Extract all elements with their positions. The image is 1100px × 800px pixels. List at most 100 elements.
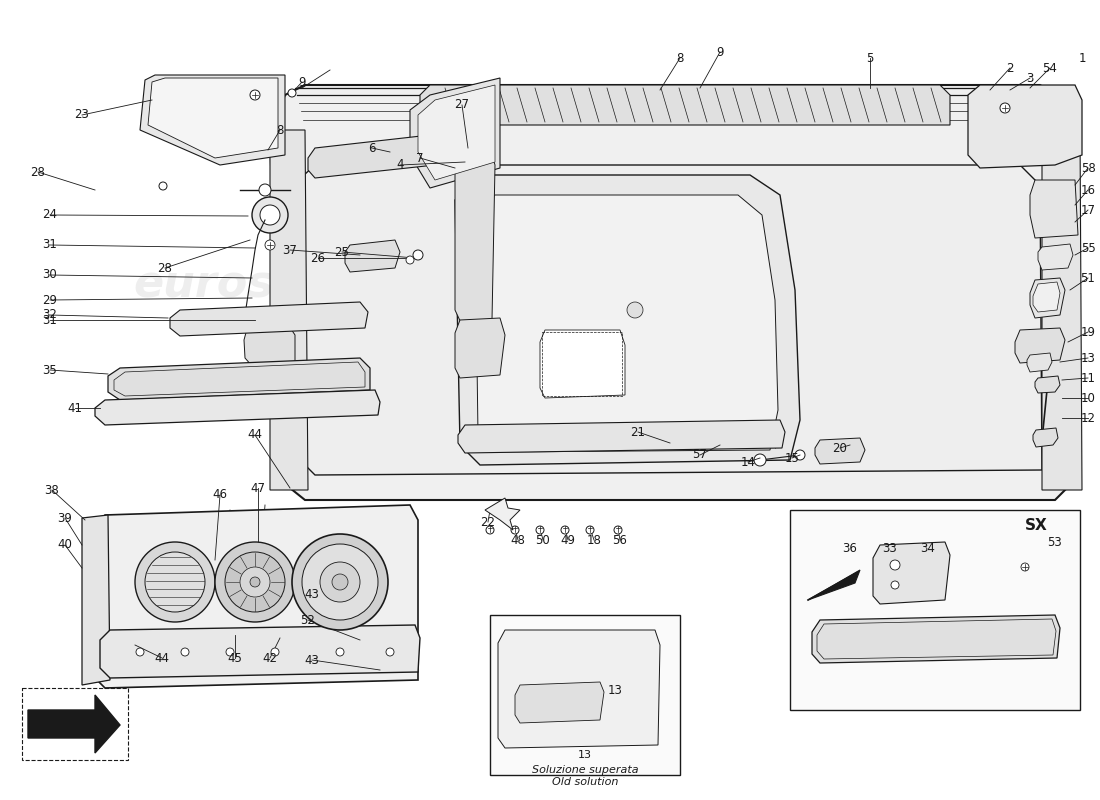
Text: 20: 20 xyxy=(833,442,847,454)
Polygon shape xyxy=(140,75,285,165)
Text: 13: 13 xyxy=(578,750,592,760)
Circle shape xyxy=(252,197,288,233)
Circle shape xyxy=(135,542,214,622)
Polygon shape xyxy=(808,570,860,600)
Text: 8: 8 xyxy=(276,123,284,137)
Circle shape xyxy=(336,648,344,656)
Polygon shape xyxy=(28,695,120,753)
Circle shape xyxy=(214,542,295,622)
Text: 21: 21 xyxy=(630,426,646,438)
Circle shape xyxy=(1021,563,1028,571)
Polygon shape xyxy=(475,195,778,452)
Polygon shape xyxy=(244,320,295,375)
Text: 39: 39 xyxy=(57,511,73,525)
Polygon shape xyxy=(455,148,495,325)
Text: 19: 19 xyxy=(1080,326,1096,338)
Polygon shape xyxy=(812,615,1060,663)
Polygon shape xyxy=(455,175,800,465)
Text: 58: 58 xyxy=(1080,162,1096,174)
Text: 23: 23 xyxy=(75,109,89,122)
Circle shape xyxy=(226,648,234,656)
Polygon shape xyxy=(100,625,420,678)
Circle shape xyxy=(406,256,414,264)
Circle shape xyxy=(486,526,494,534)
Text: 43: 43 xyxy=(305,654,319,666)
Polygon shape xyxy=(1027,353,1052,372)
Text: 27: 27 xyxy=(454,98,470,111)
Text: 9: 9 xyxy=(298,75,306,89)
Polygon shape xyxy=(410,78,500,188)
Polygon shape xyxy=(1015,328,1065,363)
Text: 50: 50 xyxy=(536,534,550,546)
Text: 13: 13 xyxy=(607,683,623,697)
Text: 38: 38 xyxy=(45,483,59,497)
Text: 46: 46 xyxy=(212,489,228,502)
Circle shape xyxy=(536,526,544,534)
Circle shape xyxy=(627,302,644,318)
Text: 55: 55 xyxy=(1080,242,1096,254)
Polygon shape xyxy=(455,318,505,378)
Text: 15: 15 xyxy=(784,451,800,465)
Circle shape xyxy=(332,574,348,590)
Text: eurospo: eurospo xyxy=(525,409,715,451)
Polygon shape xyxy=(1033,282,1060,312)
Polygon shape xyxy=(1030,278,1065,318)
Text: 5: 5 xyxy=(867,51,873,65)
Circle shape xyxy=(412,250,424,260)
Text: 57: 57 xyxy=(693,449,707,462)
Text: eurospo: eurospo xyxy=(617,203,782,237)
Text: 30: 30 xyxy=(43,269,57,282)
Text: 16: 16 xyxy=(1080,183,1096,197)
Circle shape xyxy=(561,526,569,534)
Circle shape xyxy=(512,526,519,534)
Text: 52: 52 xyxy=(300,614,316,626)
Polygon shape xyxy=(82,515,110,685)
Text: 31: 31 xyxy=(43,314,57,326)
Polygon shape xyxy=(270,85,1075,500)
Text: Old solution: Old solution xyxy=(552,777,618,787)
Text: Soluzione superata: Soluzione superata xyxy=(531,765,638,775)
Text: 53: 53 xyxy=(1047,535,1063,549)
Text: 33: 33 xyxy=(882,542,898,554)
Polygon shape xyxy=(790,510,1080,710)
Text: 35: 35 xyxy=(43,363,57,377)
Polygon shape xyxy=(815,438,865,464)
Text: 44: 44 xyxy=(154,651,169,665)
Text: 24: 24 xyxy=(43,209,57,222)
Polygon shape xyxy=(170,302,368,336)
Polygon shape xyxy=(95,505,418,688)
Polygon shape xyxy=(418,85,495,180)
Circle shape xyxy=(271,648,279,656)
Text: 41: 41 xyxy=(67,402,82,414)
Circle shape xyxy=(145,552,205,612)
Text: 31: 31 xyxy=(43,238,57,251)
Text: 56: 56 xyxy=(613,534,627,546)
Text: 28: 28 xyxy=(157,262,173,274)
Text: 29: 29 xyxy=(43,294,57,306)
Circle shape xyxy=(890,560,900,570)
Polygon shape xyxy=(1042,130,1082,490)
Text: 11: 11 xyxy=(1080,371,1096,385)
Text: 3: 3 xyxy=(1026,71,1034,85)
Text: 2: 2 xyxy=(1006,62,1014,74)
Circle shape xyxy=(265,240,275,250)
Text: SX: SX xyxy=(1025,518,1048,533)
Text: 10: 10 xyxy=(1080,391,1096,405)
Polygon shape xyxy=(308,135,435,178)
Polygon shape xyxy=(1030,180,1078,238)
Circle shape xyxy=(250,577,260,587)
Circle shape xyxy=(292,534,388,630)
Polygon shape xyxy=(515,682,604,723)
Polygon shape xyxy=(1035,376,1060,393)
Text: 45: 45 xyxy=(228,651,242,665)
Text: 1: 1 xyxy=(1078,51,1086,65)
Text: 51: 51 xyxy=(1080,271,1096,285)
Text: 12: 12 xyxy=(1080,411,1096,425)
Text: 36: 36 xyxy=(843,542,857,554)
Text: 54: 54 xyxy=(1043,62,1057,74)
Text: 34: 34 xyxy=(921,542,935,554)
Circle shape xyxy=(160,182,167,190)
Text: 43: 43 xyxy=(305,589,319,602)
Polygon shape xyxy=(458,420,785,453)
Circle shape xyxy=(288,89,296,97)
